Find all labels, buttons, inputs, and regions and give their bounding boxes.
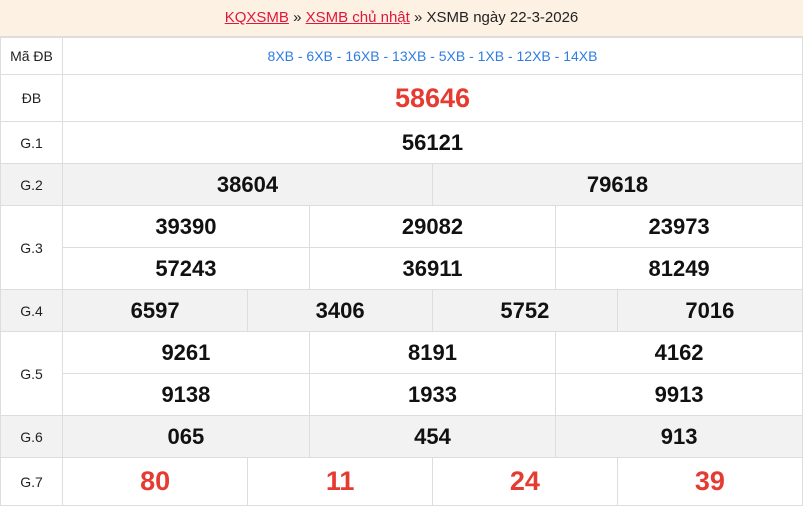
row-label: G.4 (0, 289, 63, 332)
row-g3: G.3 39390 29082 23973 57243 36911 81249 (0, 205, 803, 290)
prize-number: 11 (247, 458, 433, 505)
prize-number: 23973 (555, 206, 802, 248)
row-label: Mã ĐB (0, 37, 63, 75)
prize-number: 56121 (62, 121, 803, 164)
breadcrumb-section-link[interactable]: XSMB chủ nhật (305, 9, 410, 26)
prize-number: 9138 (63, 373, 310, 415)
prize-number: 79618 (432, 164, 802, 205)
prize-number: 3406 (247, 290, 433, 331)
row-g4: G.4 6597 3406 5752 7016 (0, 289, 803, 332)
row-label: ĐB (0, 74, 63, 122)
breadcrumb-separator: » (293, 9, 302, 26)
prize-number: 80 (140, 466, 171, 496)
prize-number: 9913 (555, 373, 802, 415)
row-g5: G.5 9261 8191 4162 9138 1933 9913 (0, 331, 803, 416)
row-label: G.2 (0, 163, 63, 206)
prize-number: 38604 (63, 164, 433, 205)
breadcrumb-separator: » (414, 9, 423, 26)
breadcrumb-home-link[interactable]: KQXSMB (224, 9, 289, 26)
row-g1: G.1 56121 (0, 121, 803, 164)
row-ma-db: Mã ĐB 8XB - 6XB - 16XB - 13XB - 5XB - 1X… (0, 37, 803, 75)
row-g2: G.2 38604 79618 (0, 163, 803, 206)
prize-number: 454 (308, 416, 556, 457)
prize-number: 065 (63, 416, 310, 457)
prize-number: 39 (616, 458, 802, 505)
row-label: G.3 (0, 205, 63, 290)
prize-number: 913 (555, 416, 802, 457)
prize-number: 7016 (616, 290, 802, 331)
row-label: G.5 (0, 331, 63, 416)
breadcrumb-current: XSMB ngày 22-3-2026 (426, 9, 579, 26)
prize-number: 5752 (432, 290, 618, 331)
prize-number: 81249 (555, 247, 802, 289)
row-g6: G.6 065 454 913 (0, 415, 803, 458)
prize-number: 36911 (308, 247, 556, 289)
row-label: G.6 (0, 415, 63, 458)
row-label: G.7 (0, 457, 63, 506)
prize-number: 1933 (308, 373, 556, 415)
breadcrumb: KQXSMB » XSMB chủ nhật » XSMB ngày 22-3-… (0, 0, 803, 37)
prize-number: 24 (432, 458, 618, 505)
prize-number: 6597 (63, 290, 248, 331)
special-codes: 8XB - 6XB - 16XB - 13XB - 5XB - 1XB - 12… (62, 37, 803, 75)
prize-number: 57243 (63, 247, 310, 289)
prize-number: 8191 (308, 332, 556, 374)
prize-number: 4162 (555, 332, 802, 374)
row-label: G.1 (0, 121, 63, 164)
prize-number: 29082 (308, 206, 556, 248)
prize-number: 39390 (155, 213, 217, 239)
results-table: Mã ĐB 8XB - 6XB - 16XB - 13XB - 5XB - 1X… (0, 37, 803, 506)
row-db: ĐB 58646 (0, 74, 803, 122)
special-prize: 58646 (62, 74, 803, 122)
row-g7: G.7 80 11 24 39 (0, 457, 803, 506)
prize-number: 9261 (161, 339, 211, 365)
